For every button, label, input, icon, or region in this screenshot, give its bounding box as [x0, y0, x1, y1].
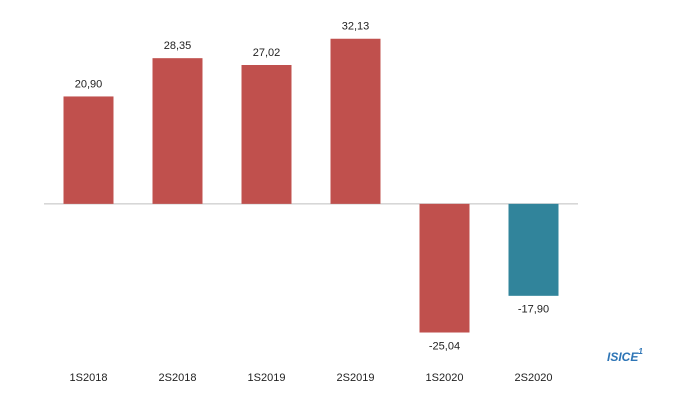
x-tick-label: 2S2018 — [159, 372, 197, 384]
x-tick-label: 2S2019 — [337, 372, 375, 384]
x-tick-label: 1S2020 — [426, 372, 464, 384]
value-label: -25,04 — [429, 340, 460, 352]
x-tick-label: 2S2020 — [515, 372, 553, 384]
x-tick-label: 1S2018 — [70, 372, 108, 384]
bar — [152, 58, 203, 204]
value-label: -17,90 — [518, 304, 549, 316]
annotation: ISICE1 — [607, 347, 643, 364]
bar — [330, 38, 381, 204]
value-label: 20,90 — [75, 78, 103, 90]
x-tick-label: 1S2019 — [248, 372, 286, 384]
annotation-superscript: 1 — [638, 347, 643, 356]
bar — [241, 65, 292, 204]
annotation-text: ISICE — [607, 350, 639, 364]
value-label: 27,02 — [253, 47, 281, 59]
bar — [63, 96, 114, 204]
value-label: 32,13 — [342, 21, 370, 33]
value-label: 28,35 — [164, 40, 192, 52]
bar — [419, 203, 470, 333]
bar — [508, 203, 559, 296]
